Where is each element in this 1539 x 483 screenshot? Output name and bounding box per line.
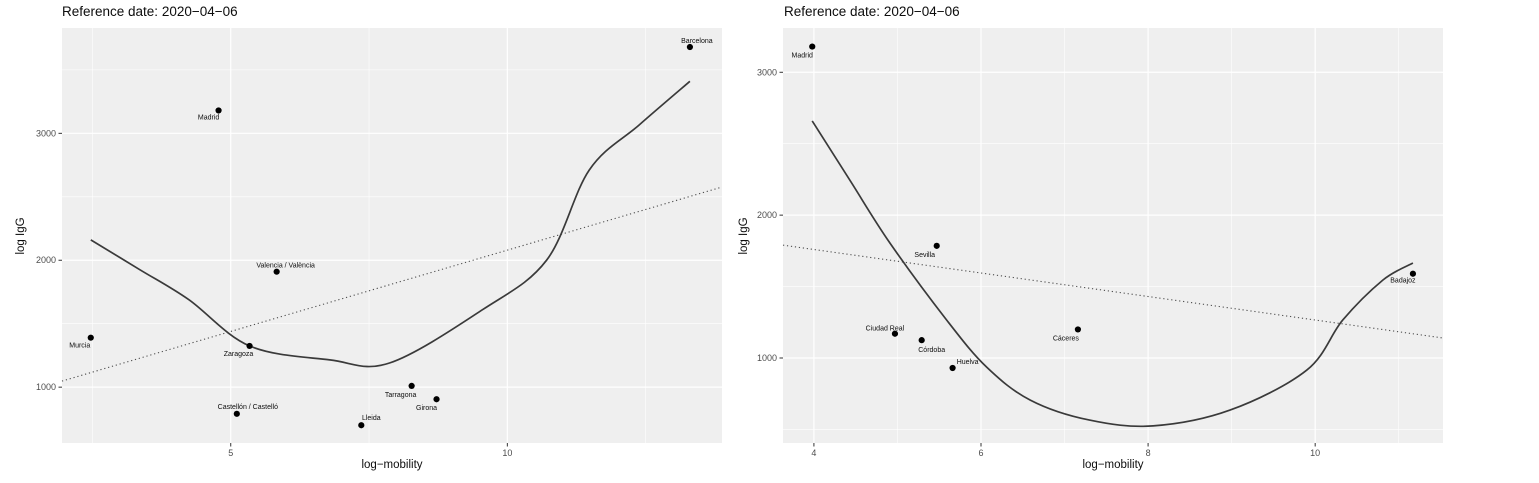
panel-background bbox=[62, 28, 722, 443]
x-axis-label-right: log−mobility bbox=[1082, 459, 1144, 471]
chart-title-left: Reference date: 2020−04−06 bbox=[62, 4, 238, 19]
point-label: Badajoz bbox=[1390, 278, 1416, 285]
data-point bbox=[408, 382, 415, 389]
point-label: Cáceres bbox=[1053, 335, 1080, 342]
point-label: Lleida bbox=[362, 415, 381, 422]
point-label: Sevilla bbox=[914, 252, 935, 259]
y-tick-label: 2000 bbox=[757, 210, 777, 220]
data-point bbox=[433, 396, 440, 403]
x-tick-label: 8 bbox=[1146, 448, 1151, 458]
data-point bbox=[215, 107, 222, 114]
data-point bbox=[686, 43, 694, 51]
point-label: Madrid bbox=[792, 53, 814, 60]
data-point bbox=[358, 422, 365, 429]
data-point bbox=[809, 43, 816, 50]
x-tick-label: 10 bbox=[502, 448, 512, 458]
x-tick-label: 5 bbox=[228, 448, 233, 458]
point-label: Castellón / Castelló bbox=[218, 404, 278, 411]
point-label: Madrid bbox=[198, 114, 220, 121]
point-label: Ciudad Real bbox=[866, 326, 905, 333]
x-axis-label-left: log−mobility bbox=[361, 459, 423, 471]
data-point bbox=[949, 364, 956, 372]
point-label: Girona bbox=[416, 405, 437, 412]
data-point bbox=[233, 410, 240, 417]
chart-panel-1: Madrid Ciudad Real Córdoba Sevilla Huelva Các… bbox=[757, 28, 1444, 458]
x-tick-label: 10 bbox=[1310, 448, 1320, 458]
smooth-curve bbox=[90, 80, 691, 368]
y-tick-label: 1000 bbox=[36, 382, 56, 392]
data-point bbox=[1074, 326, 1082, 333]
point-label: Huelva bbox=[957, 359, 979, 366]
data-point bbox=[1409, 270, 1417, 277]
point-label: Barcelona bbox=[681, 38, 713, 45]
y-axis-label-right: log IgG bbox=[738, 217, 750, 255]
data-point bbox=[891, 330, 899, 337]
y-axis-label-left: log IgG bbox=[15, 217, 27, 255]
point-label: Valencia / València bbox=[256, 263, 315, 270]
smooth-curve bbox=[811, 120, 1414, 428]
y-tick-label: 2000 bbox=[36, 255, 56, 265]
panel-background bbox=[783, 28, 1443, 443]
x-tick-label: 6 bbox=[978, 448, 983, 458]
point-label: Murcia bbox=[69, 343, 90, 350]
data-point bbox=[246, 342, 253, 350]
point-label: Zaragoza bbox=[224, 351, 254, 358]
x-tick-label: 4 bbox=[811, 448, 816, 458]
data-point bbox=[933, 242, 940, 249]
data-point bbox=[87, 334, 94, 341]
y-tick-label: 3000 bbox=[757, 67, 777, 77]
y-tick-label: 1000 bbox=[757, 353, 777, 363]
data-point bbox=[918, 337, 925, 344]
data-point bbox=[273, 268, 280, 275]
chart-panel-0: Murcia Madrid Castellón / Castelló Zaragoza… bbox=[36, 28, 723, 458]
chart-title-right: Reference date: 2020−04−06 bbox=[784, 4, 960, 19]
point-label: Tarragona bbox=[385, 392, 417, 399]
y-tick-label: 3000 bbox=[36, 128, 56, 138]
point-label: Córdoba bbox=[918, 347, 945, 354]
